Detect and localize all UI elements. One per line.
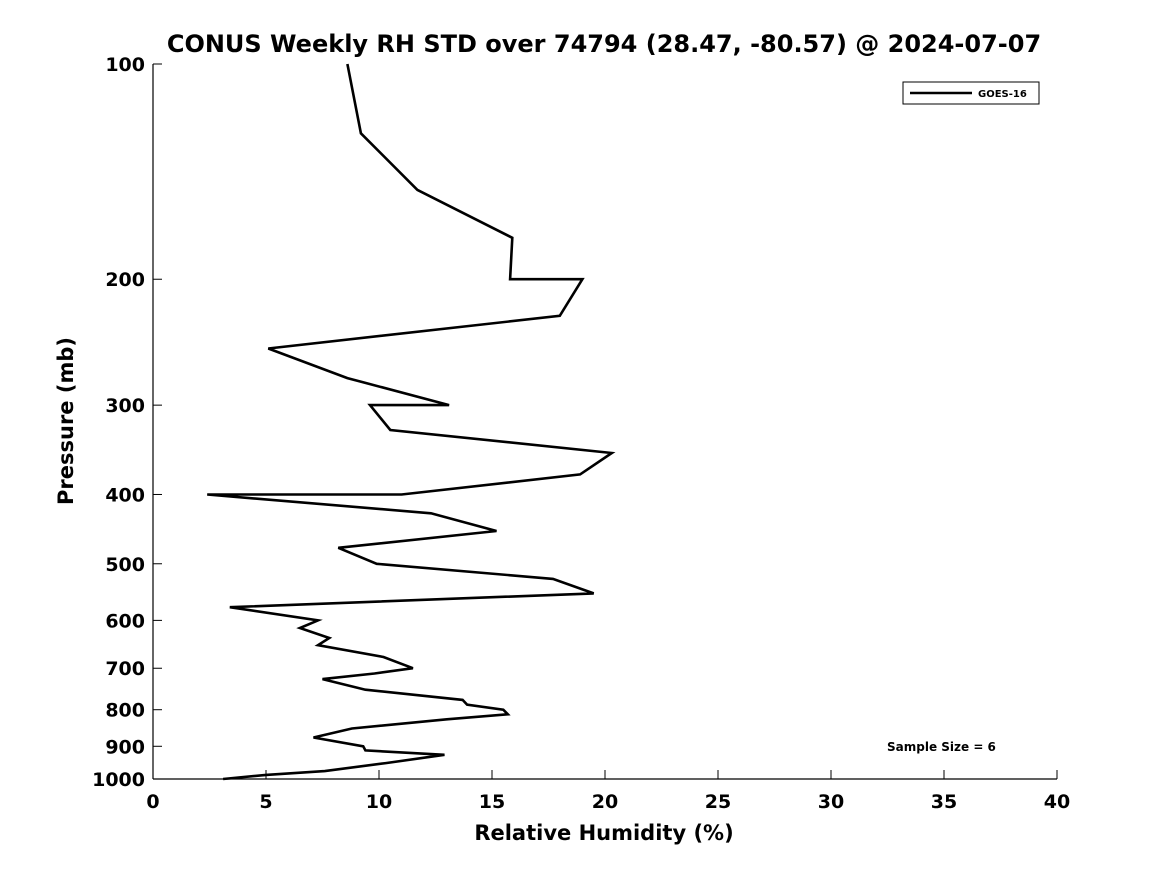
y-tick-label: 300 (105, 395, 145, 417)
y-tick-label: 800 (105, 700, 145, 722)
x-tick-label: 5 (259, 791, 272, 813)
y-tick-label: 600 (105, 610, 145, 632)
y-tick-label: 700 (105, 658, 145, 680)
x-tick-label: 0 (146, 791, 159, 813)
y-tick-label: 400 (105, 484, 145, 506)
legend: GOES-16 (902, 81, 1040, 105)
x-tick-label: 30 (818, 791, 844, 813)
y-tick-label: 500 (105, 554, 145, 576)
x-tick-label: 40 (1044, 791, 1070, 813)
x-tick-label: 15 (479, 791, 505, 813)
x-tick-label: 20 (592, 791, 618, 813)
y-tick-label: 900 (105, 736, 145, 758)
x-tick-label: 10 (366, 791, 392, 813)
y-ticks: 100 200 300 400 500 600 700 800 900 1000 (92, 54, 162, 791)
chart-title: CONUS Weekly RH STD over 74794 (28.47, -… (167, 30, 1041, 58)
y-tick-label: 100 (105, 54, 145, 76)
legend-label-goes-16: GOES-16 (978, 89, 1027, 100)
x-axis-label: Relative Humidity (%) (474, 821, 733, 845)
x-tick-label: 35 (931, 791, 957, 813)
series-group (207, 63, 616, 781)
y-tick-label: 1000 (92, 769, 145, 791)
sample-size-annotation: Sample Size = 6 (887, 740, 996, 754)
y-axis-label: Pressure (mb) (54, 337, 78, 505)
x-ticks: 0 5 10 15 20 25 30 35 40 (146, 770, 1070, 813)
y-tick-label: 200 (105, 269, 145, 291)
x-tick-label: 25 (705, 791, 731, 813)
series-line-goes-16 (207, 63, 616, 781)
